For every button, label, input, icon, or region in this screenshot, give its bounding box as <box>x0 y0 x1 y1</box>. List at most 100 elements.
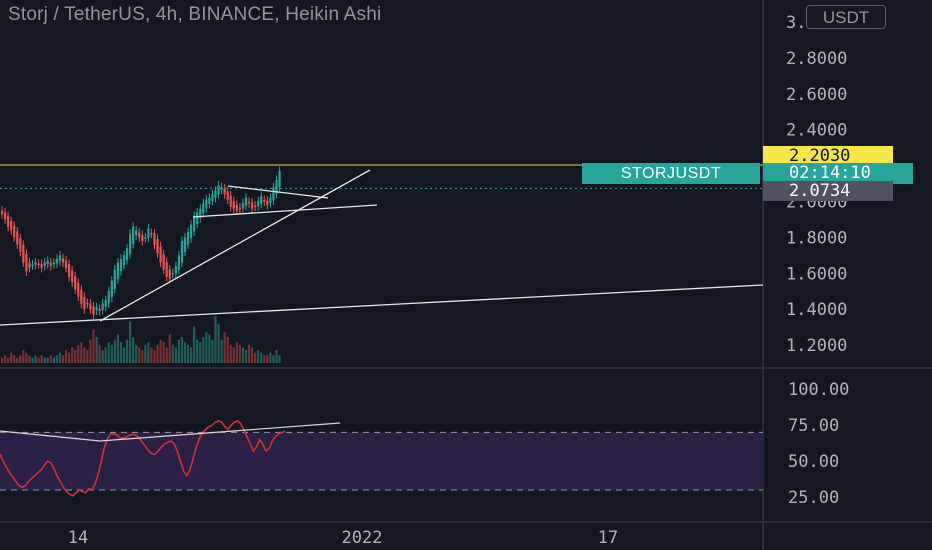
candle-body <box>49 262 52 267</box>
candle-body <box>122 255 126 265</box>
candle-body <box>92 306 95 315</box>
candle-body <box>16 231 19 245</box>
candle-body <box>52 262 55 265</box>
rsi-trend-line-left[interactable] <box>0 430 101 442</box>
volume-bar <box>183 342 187 363</box>
volume-bar <box>132 337 135 363</box>
trend-line-long-support[interactable] <box>0 284 764 326</box>
candle-body <box>275 179 278 194</box>
price-tick-label: 1.4000 <box>786 300 847 320</box>
volume-bar <box>80 342 83 363</box>
candle-body <box>10 221 13 231</box>
volume-bar <box>272 355 275 363</box>
candle-body <box>101 303 104 310</box>
candle-body <box>58 255 62 262</box>
candle-body <box>269 197 272 203</box>
candle-body <box>7 215 10 227</box>
time-tick-label: 14 <box>68 528 88 548</box>
candle-body <box>208 197 211 205</box>
volume-bar <box>141 350 144 363</box>
volume-bar <box>254 352 257 363</box>
candle-body <box>153 233 156 245</box>
candle-body <box>31 264 34 266</box>
volume-bar <box>10 352 13 363</box>
candle-body <box>266 200 269 206</box>
candle-body <box>211 194 214 201</box>
candle-body <box>174 266 177 274</box>
candle-body <box>196 212 199 224</box>
candle-body <box>0 210 4 215</box>
candle-body <box>86 302 89 305</box>
candle-body <box>138 232 141 238</box>
candle-body <box>205 199 208 209</box>
volume-bar <box>92 329 95 363</box>
volume-bar <box>202 337 205 363</box>
price-tick-label: 2.8000 <box>786 49 847 69</box>
candle-body <box>156 239 159 254</box>
volume-bar <box>68 352 71 363</box>
volume-bar <box>13 355 16 363</box>
candle-body <box>162 254 165 270</box>
rsi-tick-label: 25.00 <box>788 488 839 508</box>
volume-bar <box>107 342 110 363</box>
volume-bar <box>214 316 217 363</box>
volume-bar <box>190 347 193 363</box>
volume-bar <box>180 337 184 363</box>
volume-bar <box>52 357 55 363</box>
candle-body <box>171 273 174 275</box>
candle-body <box>229 195 232 207</box>
volume-bar <box>229 344 232 363</box>
candle-body <box>110 280 113 298</box>
candle-body <box>214 190 217 198</box>
trend-line-rising-support[interactable] <box>99 169 371 322</box>
candle-body <box>247 201 251 204</box>
volume-bar <box>266 355 269 363</box>
candle-body <box>199 208 202 218</box>
volume-bar <box>241 347 245 363</box>
candle-body <box>95 307 98 311</box>
volume-bar <box>95 337 98 363</box>
rsi-band <box>0 432 763 490</box>
candle-body <box>3 212 7 220</box>
currency-button[interactable]: USDT <box>806 5 886 29</box>
volume-bar <box>211 339 214 363</box>
chart-title: Storj / TetherUS, 4h, BINANCE, Heikin As… <box>8 4 382 25</box>
volume-bar <box>196 339 199 363</box>
candle-body <box>107 291 110 304</box>
candle-body <box>226 191 229 200</box>
candle-body <box>251 202 254 209</box>
volume-bar <box>28 355 31 363</box>
volume-bar <box>83 347 86 363</box>
volume-bar <box>232 347 235 363</box>
rsi-trend-line-right[interactable] <box>99 422 341 442</box>
candle-body <box>46 260 49 265</box>
candle-body <box>254 205 257 208</box>
candle-body <box>104 300 107 307</box>
volume-bar <box>113 339 116 363</box>
candle-body <box>238 207 241 210</box>
candle-body <box>135 230 138 236</box>
candle-body <box>150 233 153 235</box>
volume-bar <box>247 344 251 363</box>
volume-bar <box>278 355 281 363</box>
trend-line-lower-triangle[interactable] <box>192 204 378 218</box>
candle-body <box>263 199 266 202</box>
candle-body <box>193 215 196 232</box>
volume-bar <box>55 355 58 363</box>
candle-body <box>165 262 168 277</box>
volume-bar <box>205 331 208 363</box>
candle-body <box>68 264 71 277</box>
price-tick-label: 1.6000 <box>786 264 847 284</box>
price-tick-label: 2.4000 <box>786 121 847 141</box>
candle-body <box>34 262 37 265</box>
volume-bar <box>257 350 260 363</box>
volume-bar <box>244 350 248 363</box>
volume-bar <box>238 344 241 363</box>
candle-body <box>71 270 74 283</box>
trend-line-upper-triangle[interactable] <box>227 185 329 199</box>
symbol-label: STORJUSDT <box>582 163 760 184</box>
candle-body <box>77 282 80 297</box>
candle-body <box>64 260 68 268</box>
